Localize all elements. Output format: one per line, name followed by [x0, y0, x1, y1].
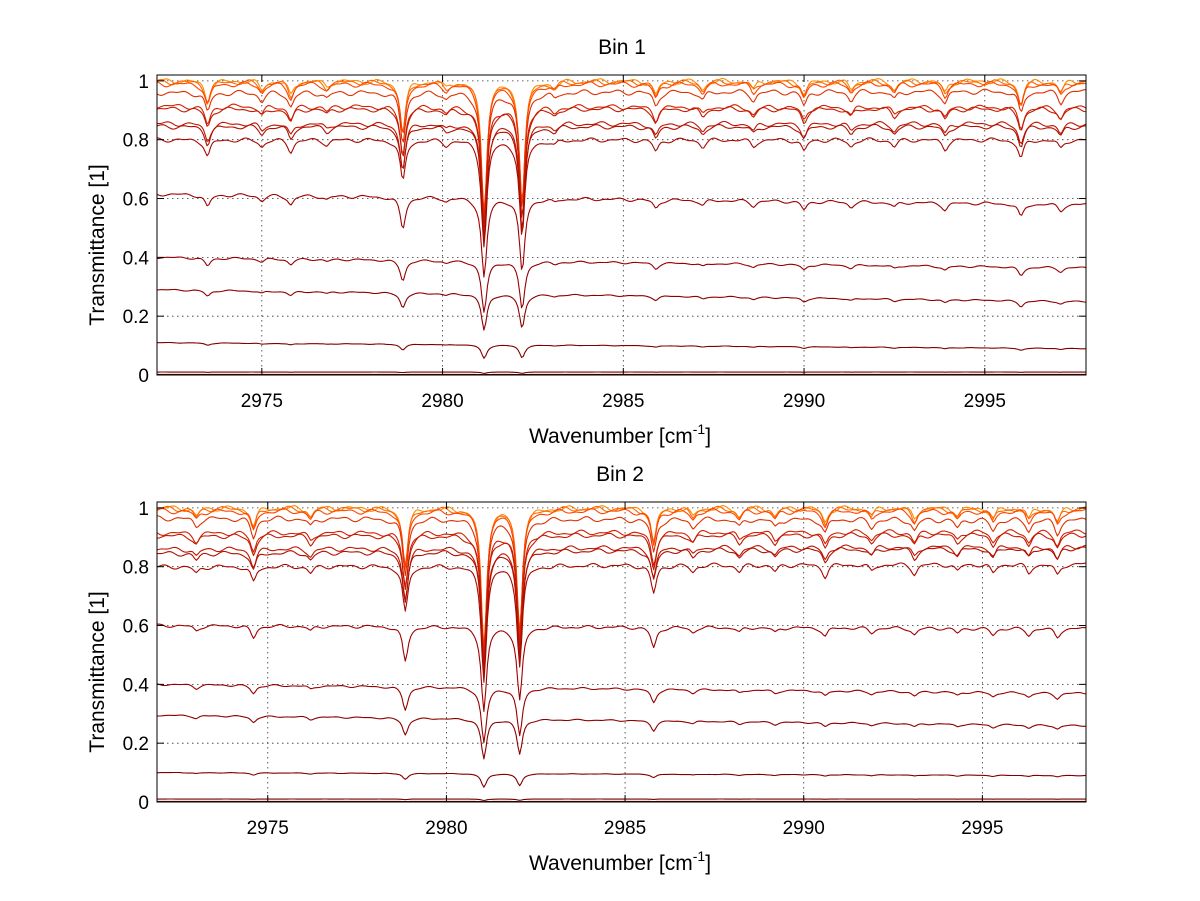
y-axis-label: Transmittance [1]: [86, 164, 109, 325]
series-line: [156, 106, 1087, 229]
series-line: [156, 193, 1087, 278]
x-axis-label-suffix: ]: [705, 852, 711, 875]
x-tick-label: 2985: [602, 391, 644, 412]
plot-area: [156, 501, 1087, 803]
x-tick-label: 2990: [783, 391, 825, 412]
series-group: [156, 77, 1087, 376]
series-line: [156, 505, 1087, 654]
grid: [157, 502, 1086, 803]
series-line: [156, 771, 1087, 788]
series-line: [156, 341, 1087, 359]
plot-area: [156, 74, 1087, 376]
series-line: [156, 120, 1087, 238]
x-axis-label: Wavenumber [cm-1]: [529, 848, 711, 875]
series-line: [156, 103, 1087, 228]
series-line: [157, 798, 1086, 802]
x-axis-label-suffix: ]: [705, 425, 711, 448]
y-tick-label: 0.6: [123, 617, 149, 638]
y-tick-label: 0.4: [123, 248, 150, 269]
x-tick-label: 2980: [421, 391, 463, 412]
series-line: [156, 562, 1087, 683]
series-line: [156, 88, 1087, 220]
axis-ticks: 2975 2980 2985 2990 2995 0 0.2 0.4 0.6 0.8 1: [123, 499, 1086, 839]
y-tick-label: 0.8: [123, 131, 149, 152]
chart-title: Bin 1: [598, 36, 646, 59]
series-line: [157, 371, 1086, 374]
series-line: [156, 623, 1087, 713]
x-tick-label: 2975: [241, 391, 283, 412]
series-line: [156, 714, 1087, 760]
series-line: [156, 80, 1087, 217]
y-tick-label: 0.8: [123, 558, 149, 579]
y-tick-label: 0: [138, 793, 149, 814]
series-line: [156, 529, 1087, 663]
x-tick-label: 2995: [964, 391, 1006, 412]
y-tick-label: 0.2: [123, 307, 149, 328]
x-axis-label-superscript: -1: [693, 848, 706, 864]
y-tick-label: 0.2: [123, 734, 149, 755]
x-axis-label: Wavenumber [cm-1]: [529, 421, 711, 448]
y-tick-label: 0: [138, 366, 149, 387]
y-tick-label: 0.4: [123, 675, 150, 696]
x-tick-label: 2985: [604, 818, 646, 839]
series-line: [156, 532, 1087, 665]
x-tick-label: 2990: [783, 818, 825, 839]
y-tick-label: 0.6: [123, 190, 149, 211]
x-axis-label-main: Wavenumber [cm: [529, 852, 693, 875]
series-line: [156, 683, 1087, 744]
chart-title: Bin 2: [596, 463, 644, 486]
chart-panel-bin-2: Bin 2 2975 2980 2985 2990 2995 0 0.2 0.4 0.6 0.8 1…: [86, 463, 1087, 875]
x-tick-label: 2980: [425, 818, 467, 839]
x-tick-label: 2995: [961, 818, 1003, 839]
y-tick-label: 1: [138, 499, 149, 520]
series-line: [156, 507, 1087, 655]
series-line: [156, 515, 1087, 656]
x-axis-label-superscript: -1: [693, 421, 706, 437]
grid: [157, 75, 1086, 376]
y-axis-label: Transmittance [1]: [86, 591, 109, 752]
x-axis-label-main: Wavenumber [cm: [529, 425, 693, 448]
y-tick-label: 1: [138, 72, 149, 93]
x-tick-label: 2975: [247, 818, 289, 839]
series-group: [156, 505, 1087, 803]
axis-ticks: 2975 2980 2985 2990 2995 0 0.2 0.4 0.6 0.8 1: [123, 72, 1086, 412]
chart-panel-bin-1: Bin 1 2975 2980 2985 2990 2995 0 0.2 0.4 0.6 0.8 1…: [86, 36, 1087, 448]
series-line: [156, 546, 1087, 675]
series-line: [156, 544, 1087, 670]
series-line: [156, 256, 1087, 313]
series-line: [156, 288, 1087, 331]
series-line: [156, 123, 1087, 242]
series-line: [156, 137, 1086, 248]
